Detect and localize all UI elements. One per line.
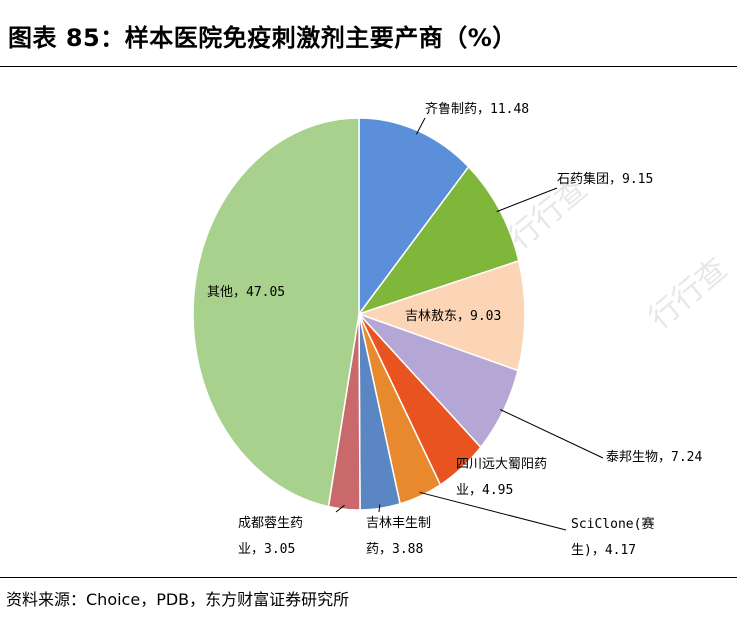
slice-labels: 齐鲁制药，11.48 石药集团，9.15 吉林敖东，9.03 泰邦生物，7.24 四川远… bbox=[207, 101, 702, 558]
pie-slice bbox=[356, 259, 526, 372]
pie-slice bbox=[356, 165, 520, 316]
slice-label: 石药集团，9.15 bbox=[557, 171, 653, 187]
pie-slices bbox=[192, 117, 526, 511]
slice-label: 成都蓉生药 bbox=[238, 516, 303, 531]
slice-label: 业，3.05 bbox=[238, 542, 295, 557]
slice-label: 四川远大蜀阳药 bbox=[456, 457, 547, 472]
slice-label: 其他，47.05 bbox=[207, 285, 285, 300]
slice-label: 业，4.95 bbox=[456, 483, 513, 498]
leader-line bbox=[335, 504, 345, 513]
slice-label: 吉林敖东，9.03 bbox=[405, 308, 501, 324]
leader-line bbox=[496, 187, 558, 213]
leader-line bbox=[415, 117, 426, 135]
slice-label: 药，3.88 bbox=[366, 542, 423, 557]
source-rule bbox=[0, 577, 737, 578]
slice-label: 泰邦生物，7.24 bbox=[606, 450, 702, 465]
pie-slice bbox=[358, 117, 470, 317]
leader-line bbox=[419, 491, 567, 531]
leader-lines bbox=[335, 117, 604, 531]
slice-label: 生)，4.17 bbox=[571, 543, 636, 558]
slice-label: SciClone(赛 bbox=[571, 516, 654, 532]
chart-title: 图表 85：样本医院免疫刺激剂主要产商（%） bbox=[8, 24, 517, 52]
slice-label: 齐鲁制药，11.48 bbox=[425, 101, 529, 117]
leader-line bbox=[378, 504, 381, 513]
watermark-text: 行行查 bbox=[643, 251, 734, 336]
leader-line bbox=[499, 409, 604, 459]
title-rule bbox=[0, 66, 737, 67]
pie-slice bbox=[192, 117, 360, 508]
slice-label: 吉林丰生制 bbox=[366, 516, 431, 531]
source-note: 资料来源：Choice，PDB，东方财富证券研究所 bbox=[6, 590, 350, 609]
pie-chart: 行行查行行查行行查行行查 齐鲁制药，11.48石药集团，9.15吉林敖东，9.0… bbox=[192, 101, 734, 558]
